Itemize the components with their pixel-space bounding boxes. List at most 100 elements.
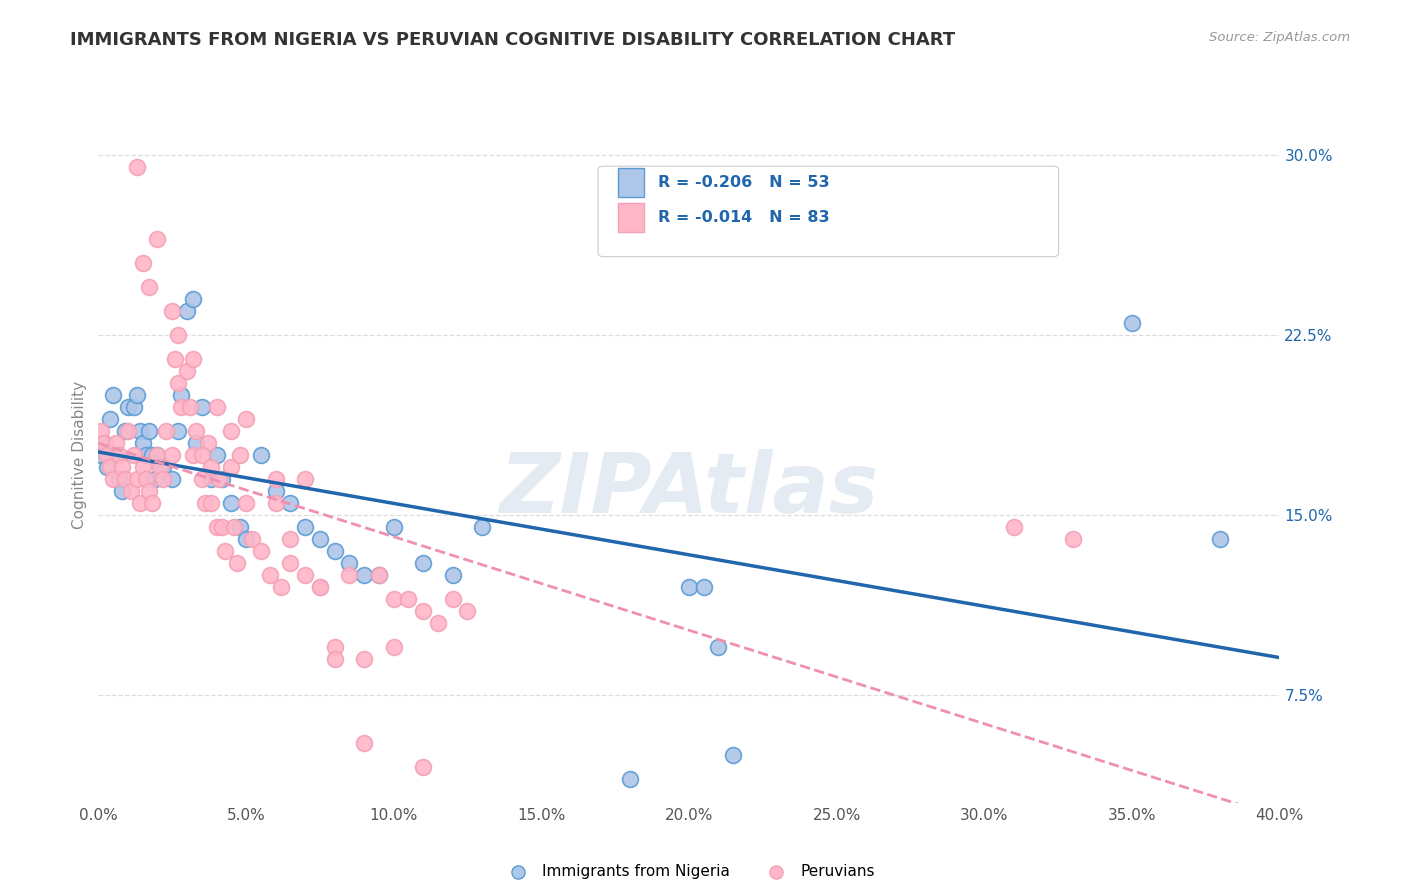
Point <box>98 459 121 474</box>
Point <box>111 459 134 474</box>
Point <box>152 472 174 486</box>
Point <box>135 472 157 486</box>
Point <box>224 520 246 534</box>
Point <box>219 424 242 438</box>
Point <box>120 483 142 498</box>
Point <box>167 424 190 438</box>
Point <box>111 483 134 498</box>
Point <box>128 496 150 510</box>
Point <box>96 459 118 474</box>
Point <box>149 459 172 474</box>
Point <box>723 747 745 762</box>
Point <box>1121 316 1143 330</box>
Point <box>152 459 174 474</box>
Point <box>117 424 139 438</box>
Point <box>200 459 222 474</box>
Point <box>412 604 434 618</box>
Point <box>353 736 375 750</box>
Point <box>264 496 287 510</box>
Point <box>229 448 252 462</box>
Point <box>382 640 405 654</box>
Point <box>678 580 700 594</box>
Y-axis label: Cognitive Disability: Cognitive Disability <box>72 381 87 529</box>
Point <box>162 304 183 318</box>
Point <box>117 400 139 414</box>
Point <box>96 448 118 462</box>
Point <box>128 424 150 438</box>
Point <box>181 448 204 462</box>
Point <box>294 520 316 534</box>
Point <box>309 580 332 594</box>
Point <box>122 448 145 462</box>
Point <box>103 472 125 486</box>
Point <box>382 591 405 606</box>
Point <box>143 472 166 486</box>
Point <box>382 520 405 534</box>
Point <box>219 496 242 510</box>
Point <box>339 567 360 582</box>
Point <box>125 160 148 174</box>
Text: ZIPAtlas: ZIPAtlas <box>499 450 879 530</box>
Point <box>90 424 112 438</box>
Point <box>226 556 249 570</box>
Point <box>105 448 128 462</box>
Point <box>138 483 160 498</box>
Point <box>278 532 302 546</box>
Bar <box>619 203 644 232</box>
Point <box>141 448 163 462</box>
FancyBboxPatch shape <box>598 166 1059 257</box>
Point <box>323 652 346 666</box>
Point <box>396 591 419 606</box>
Point <box>197 436 219 450</box>
Point <box>264 472 287 486</box>
Point <box>441 567 464 582</box>
Point <box>93 436 115 450</box>
Point <box>1002 520 1025 534</box>
Text: Source: ZipAtlas.com: Source: ZipAtlas.com <box>1209 31 1350 45</box>
Point <box>132 459 155 474</box>
Point <box>294 567 316 582</box>
Point <box>219 459 242 474</box>
Point <box>278 496 302 510</box>
Point <box>105 436 128 450</box>
Point <box>98 412 121 426</box>
Point <box>135 448 157 462</box>
Point <box>368 567 391 582</box>
Point <box>200 472 222 486</box>
Point <box>181 351 204 366</box>
Point <box>250 448 273 462</box>
Point <box>456 604 478 618</box>
Point <box>176 364 198 378</box>
Point <box>240 532 263 546</box>
Point <box>162 448 183 462</box>
Point <box>108 448 131 462</box>
Point <box>368 567 391 582</box>
Point <box>165 351 187 366</box>
Point <box>441 591 464 606</box>
Point <box>170 388 193 402</box>
Point <box>323 640 346 654</box>
Point <box>108 472 131 486</box>
Point <box>208 472 231 486</box>
Point <box>191 400 214 414</box>
Point <box>353 652 375 666</box>
Point <box>353 567 375 582</box>
Text: R = -0.206   N = 53: R = -0.206 N = 53 <box>658 176 830 190</box>
Point <box>235 532 257 546</box>
Point <box>270 580 292 594</box>
Point <box>138 280 160 294</box>
Point <box>264 483 287 498</box>
Point <box>170 400 193 414</box>
Point <box>200 496 222 510</box>
Point <box>194 496 217 510</box>
Point <box>229 520 252 534</box>
Legend: Immigrants from Nigeria, Peruvians: Immigrants from Nigeria, Peruvians <box>496 858 882 886</box>
Point <box>412 556 434 570</box>
Point <box>693 580 716 594</box>
Point <box>132 256 155 270</box>
Point <box>146 232 169 246</box>
Point <box>132 436 155 450</box>
Point <box>471 520 494 534</box>
Point <box>191 448 214 462</box>
Point <box>184 436 207 450</box>
